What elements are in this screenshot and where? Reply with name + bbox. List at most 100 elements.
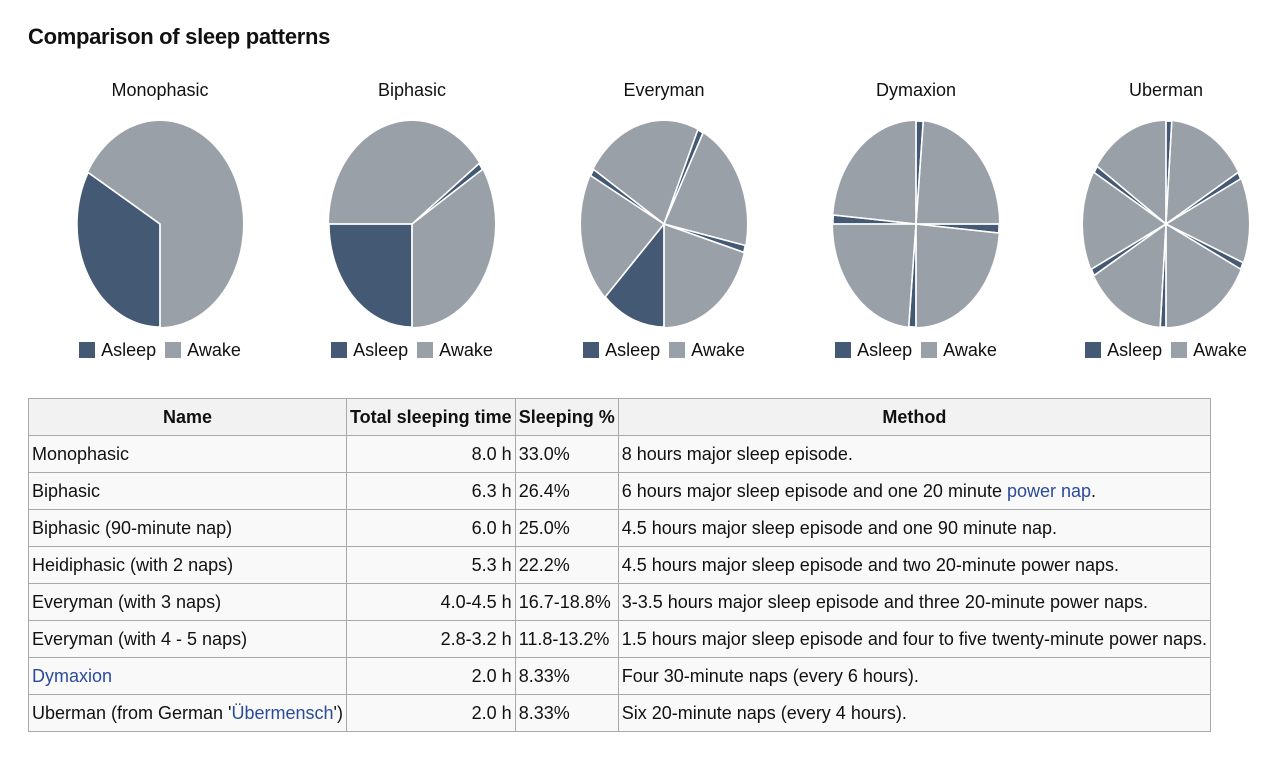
cell-name: Biphasic [28,472,347,510]
pie-slice-divider [1165,171,1239,225]
legend-swatch-asleep [1085,342,1102,358]
table-row: Biphasic 6.3 h 26.4% 6 hours major sleep… [28,472,1212,510]
dymaxion-link[interactable]: Dymaxion [32,665,113,686]
chart-legend: Asleep Awake [286,340,538,361]
cell-method: 3-3.5 hours major sleep episode and thre… [617,583,1212,621]
table-row: Heidiphasic (with 2 naps) 5.3 h 22.2% 4.… [28,546,1212,584]
chart-biphasic: Biphasic Asleep Awake [286,72,538,372]
legend-asleep: Asleep [79,340,156,361]
column-header-sleeping-percent: Sleeping % [514,398,619,436]
table-row: Everyman (with 4 - 5 naps) 2.8-3.2 h 11.… [28,620,1212,658]
cell-method: Four 30-minute naps (every 6 hours). [617,657,1212,695]
table-row: Monophasic 8.0 h 33.0% 8 hours major sle… [28,435,1212,473]
legend-label-asleep: Asleep [353,340,409,360]
pie-slice-divider [1165,121,1173,225]
cell-total-time: 8.0 h [345,435,516,473]
table-header-row: Name Total sleeping time Sleeping % Meth… [28,398,1212,436]
cell-name: Heidiphasic (with 2 naps) [28,546,347,584]
method-text-end: . [1091,480,1097,501]
pie-slice-divider [411,162,480,225]
pie-slice-divider [1159,223,1167,327]
pie-slice-divider [663,132,704,225]
pie-slice-divider [663,223,746,247]
table-row: Dymaxion 2.0 h 8.33% Four 30-minute naps… [28,657,1212,695]
cell-method: Six 20-minute naps (every 4 hours). [617,694,1212,732]
cell-sleeping-percent: 16.7-18.8% [514,583,619,621]
table-row: Uberman (from German 'Übermensch') 2.0 h… [28,694,1212,732]
column-header-method: Method [617,398,1212,436]
pie-slice-divider [604,223,665,298]
chart-uberman: Uberman Asleep Awake [1040,72,1281,372]
cell-sleeping-percent: 25.0% [514,509,619,547]
cell-method: 4.5 hours major sleep episode and one 90… [617,509,1212,547]
pie-slice-divider [411,168,483,225]
legend-swatch-awake [417,342,434,358]
pie-slice-divider [833,214,917,225]
cell-name: Dymaxion [28,657,347,695]
legend-asleep: Asleep [331,340,408,361]
pie-slice-divider [1165,178,1241,225]
cell-sleeping-percent: 22.2% [514,546,619,584]
pie-chart [1083,120,1249,328]
chart-everyman: Everyman Asleep Awake [538,72,790,372]
cell-method: 1.5 hours major sleep episode and four t… [617,620,1212,658]
legend-label-asleep: Asleep [605,340,661,360]
pie-slice-divider [663,129,699,225]
pie-slice-divider [1165,223,1244,264]
power-nap-link[interactable]: power nap [1006,480,1092,501]
pie-chart [76,121,243,328]
chart-title: Biphasic [377,80,447,100]
chart-legend: Asleep Awake [790,340,1042,361]
legend-label-asleep: Asleep [1107,340,1163,360]
legend-awake: Awake [1171,340,1247,361]
legend-asleep: Asleep [835,340,912,361]
legend-swatch-asleep [331,342,348,358]
pie-chart [832,120,1000,328]
legend-swatch-awake [1171,342,1188,358]
sleep-patterns-table: Name Total sleeping time Sleeping % Meth… [28,398,1212,732]
pie-slice-divider [590,175,665,225]
cell-sleeping-percent: 8.33% [514,657,619,695]
pie-slice-asleep [76,171,161,328]
legend-swatch-asleep [835,342,852,358]
name-text: Uberman (from German ' [32,702,232,723]
cell-name: Uberman (from German 'Übermensch') [28,694,347,732]
column-header-total-sleeping-time: Total sleeping time [345,398,516,436]
column-header-name: Name [28,398,347,436]
pie-slice-divider [915,223,999,234]
cell-total-time: 2.8-3.2 h [345,620,516,658]
ubermensch-link[interactable]: Übermensch [231,702,334,723]
pie-slice-divider [1093,171,1167,225]
chart-legend: Asleep Awake [1040,340,1281,361]
legend-swatch-awake [165,342,182,358]
legend-asleep: Asleep [583,340,660,361]
pie-slice-divider [915,121,924,225]
pie-slice-divider [593,168,665,225]
chart-dymaxion: Dymaxion Asleep Awake [790,72,1042,372]
chart-legend: Asleep Awake [34,340,286,361]
chart-title: Dymaxion [875,80,957,100]
cell-method: 4.5 hours major sleep episode and two 20… [617,546,1212,584]
legend-swatch-awake [921,342,938,358]
pie-slice-asleep [604,221,665,328]
pie-slice-divider [1096,165,1167,225]
pie-slice-asleep [328,223,413,328]
legend-label-awake: Awake [691,340,745,360]
legend-swatch-awake [669,342,686,358]
method-text: 6 hours major sleep episode and one 20 m… [621,480,1007,501]
cell-method: 6 hours major sleep episode and one 20 m… [617,472,1212,510]
legend-label-awake: Awake [1193,340,1247,360]
legend-label-awake: Awake [187,340,241,360]
cell-name: Everyman (with 4 - 5 naps) [28,620,347,658]
cell-name: Everyman (with 3 naps) [28,583,347,621]
table-row: Everyman (with 3 naps) 4.0-4.5 h 16.7-18… [28,583,1212,621]
legend-label-awake: Awake [943,340,997,360]
cell-sleeping-percent: 33.0% [514,435,619,473]
pie-slice-divider [908,223,917,327]
cell-sleeping-percent: 8.33% [514,694,619,732]
legend-label-awake: Awake [439,340,493,360]
chart-title: Everyman [623,80,705,100]
pie-slice-divider [1091,223,1167,270]
legend-asleep: Asleep [1085,340,1162,361]
legend-swatch-asleep [79,342,96,358]
